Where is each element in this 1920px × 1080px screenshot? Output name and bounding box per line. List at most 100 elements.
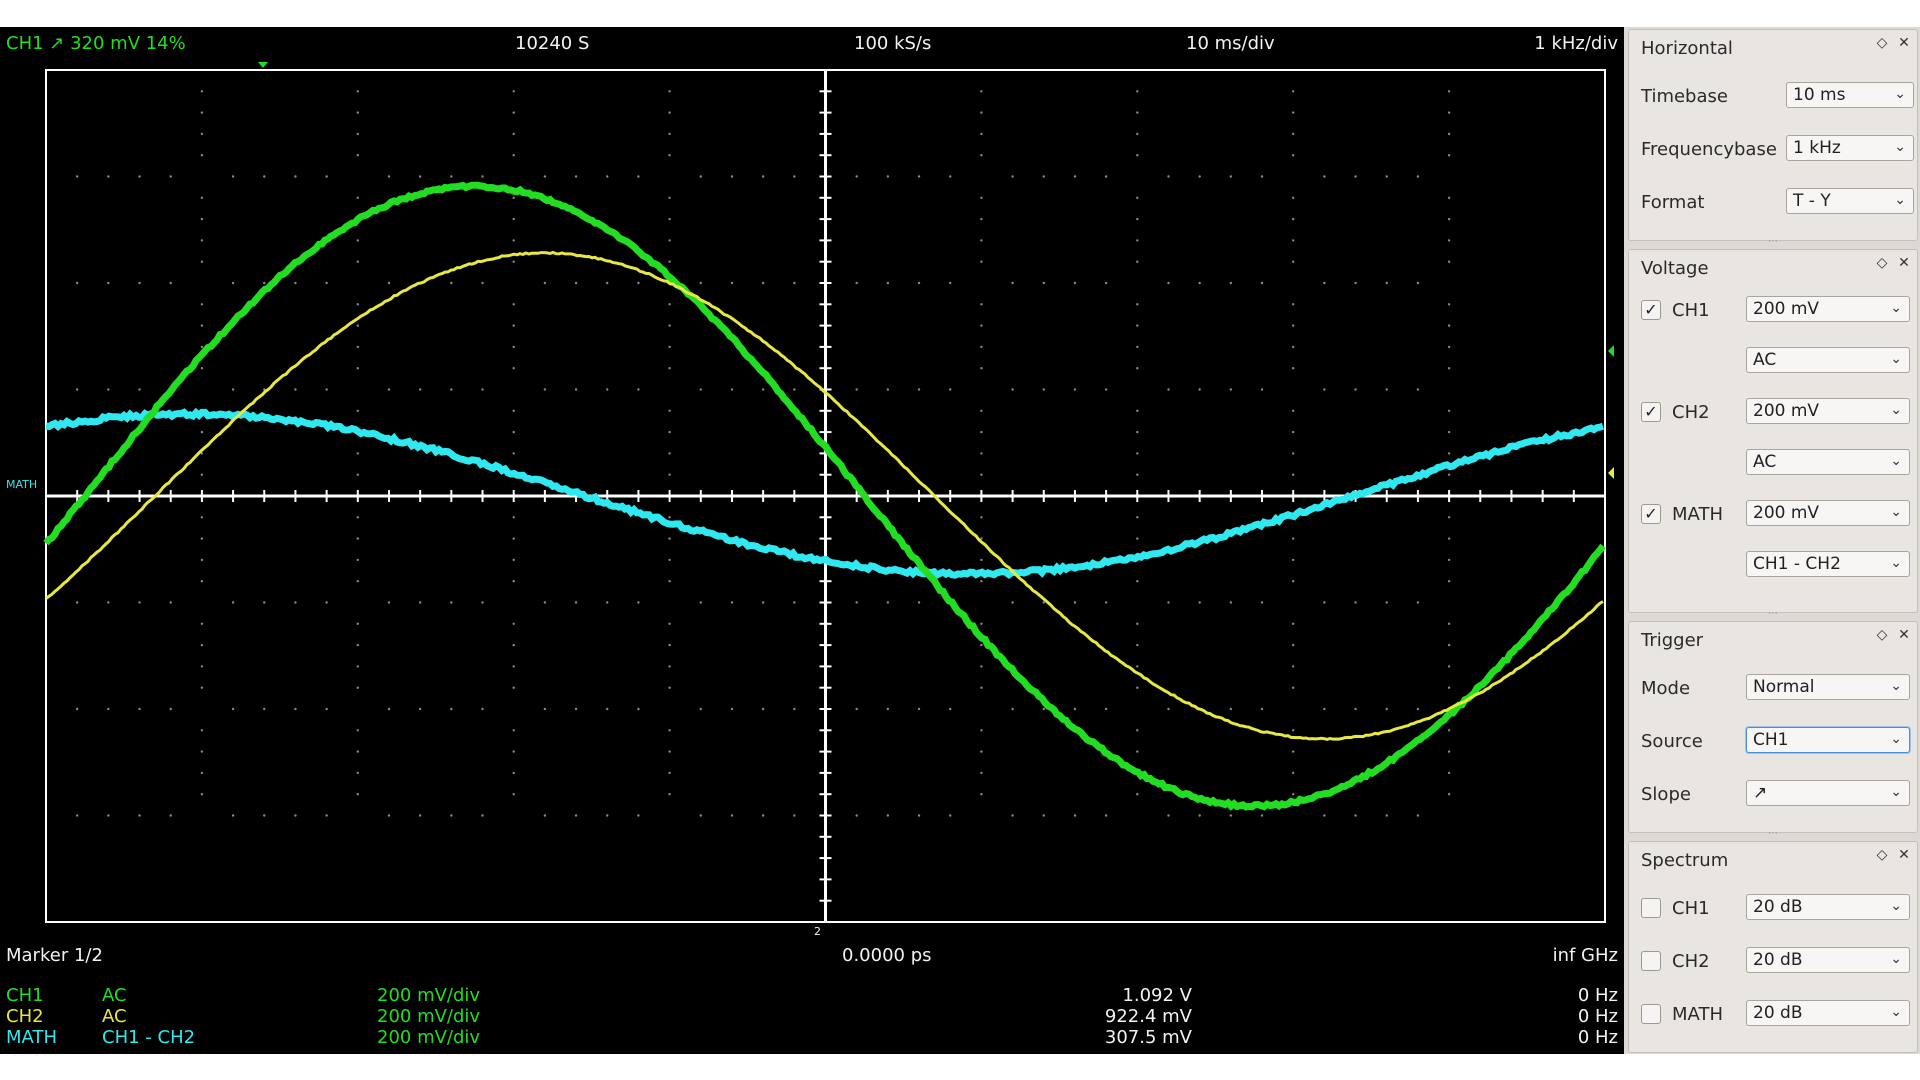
- grid-dot: [1448, 410, 1450, 412]
- grid-dot: [1136, 687, 1138, 689]
- grid-dot: [450, 601, 452, 603]
- close-icon[interactable]: ✕: [1895, 255, 1913, 271]
- grid-dot: [1292, 218, 1294, 220]
- close-icon[interactable]: ✕: [1895, 35, 1913, 51]
- grid-dot: [170, 708, 172, 710]
- spectrum-title: Spectrum: [1641, 850, 1728, 871]
- grid-dot: [1292, 90, 1294, 92]
- spectrum-ch2-checkbox[interactable]: [1641, 951, 1661, 971]
- timebase-select[interactable]: 10 ms ⌄: [1786, 82, 1914, 108]
- grid-dot: [668, 303, 670, 305]
- grid-dot: [980, 324, 982, 326]
- grid-dot: [263, 601, 265, 603]
- grid-dot: [980, 367, 982, 369]
- math-gain-select[interactable]: 200 mV ⌄: [1746, 500, 1910, 526]
- oscilloscope-display[interactable]: CH1 ↗ 320 mV 14% 10240 S 100 kS/s 10 ms/…: [0, 27, 1624, 1054]
- grid-dot: [232, 388, 234, 390]
- grid-dot: [201, 474, 203, 476]
- float-icon[interactable]: ◇: [1873, 847, 1891, 863]
- grid-dot: [357, 346, 359, 348]
- spectrum-math-checkbox[interactable]: [1641, 1004, 1661, 1024]
- grid-dot: [76, 388, 78, 390]
- float-icon[interactable]: ◇: [1873, 627, 1891, 643]
- grid-dot: [1292, 623, 1294, 625]
- grid-dot: [980, 623, 982, 625]
- grid-dot: [201, 218, 203, 220]
- ch1-coupling-select[interactable]: AC ⌄: [1746, 347, 1910, 373]
- ch2-coupling-select[interactable]: AC ⌄: [1746, 449, 1910, 475]
- grid-dot: [481, 282, 483, 284]
- grid-dot: [1354, 814, 1356, 816]
- grid-dot: [887, 388, 889, 390]
- grid-dot: [980, 197, 982, 199]
- grid-dot: [793, 601, 795, 603]
- grid-dot: [1292, 431, 1294, 433]
- ch1-enable-checkbox[interactable]: ✓: [1641, 300, 1661, 320]
- grid-dot: [513, 580, 515, 582]
- grid-dot: [1043, 388, 1045, 390]
- grid-dot: [980, 580, 982, 582]
- grid-dot: [793, 708, 795, 710]
- math-mode-select[interactable]: CH1 - CH2 ⌄: [1746, 551, 1910, 577]
- close-icon[interactable]: ✕: [1895, 847, 1913, 863]
- math-enable-checkbox[interactable]: ✓: [1641, 504, 1661, 524]
- grid-dot: [1323, 708, 1325, 710]
- grid-dot: [544, 814, 546, 816]
- grid-dot: [357, 750, 359, 752]
- grid-dot: [1323, 601, 1325, 603]
- close-icon[interactable]: ✕: [1895, 627, 1913, 643]
- ch2-enable-checkbox[interactable]: ✓: [1641, 402, 1661, 422]
- grid-dot: [637, 282, 639, 284]
- grid-dot: [1105, 175, 1107, 177]
- waveform-plot[interactable]: [0, 27, 1624, 1054]
- grid-dot: [1198, 388, 1200, 390]
- grid-dot: [201, 111, 203, 113]
- grid-dot: [980, 133, 982, 135]
- grid-dot: [107, 601, 109, 603]
- grid-dot: [513, 537, 515, 539]
- grid-dot: [1261, 282, 1263, 284]
- frequencybase-label: Frequencybase: [1641, 139, 1777, 160]
- grid-dot: [1448, 303, 1450, 305]
- grid-dot: [606, 388, 608, 390]
- grid-dot: [1011, 814, 1013, 816]
- float-icon[interactable]: ◇: [1873, 35, 1891, 51]
- info-ch1-coupling: AC: [102, 985, 127, 1006]
- grid-dot: [1136, 90, 1138, 92]
- trigger-mode-select[interactable]: Normal ⌄: [1746, 674, 1910, 700]
- grid-dot: [76, 175, 78, 177]
- grid-dot: [668, 367, 670, 369]
- spectrum-ch1-checkbox[interactable]: [1641, 898, 1661, 918]
- timebase-value: 10 ms: [1793, 85, 1845, 105]
- float-icon[interactable]: ◇: [1873, 255, 1891, 271]
- grid-dot: [357, 452, 359, 454]
- grid-dot: [1292, 559, 1294, 561]
- trigger-slope-select[interactable]: ↗ ⌄: [1746, 780, 1910, 806]
- grid-dot: [668, 750, 670, 752]
- spectrum-ch2-select[interactable]: 20 dB ⌄: [1746, 947, 1910, 973]
- spectrum-ch1-select[interactable]: 20 dB ⌄: [1746, 894, 1910, 920]
- grid-dot: [1386, 814, 1388, 816]
- grid-dot: [793, 388, 795, 390]
- format-select[interactable]: T - Y ⌄: [1786, 188, 1914, 214]
- frequencybase-select[interactable]: 1 kHz ⌄: [1786, 135, 1914, 161]
- ch2-gain-select[interactable]: 200 mV ⌄: [1746, 398, 1910, 424]
- grid-dot: [107, 388, 109, 390]
- chevron-down-icon: ⌄: [1890, 951, 1902, 967]
- spectrum-math-select[interactable]: 20 dB ⌄: [1746, 1000, 1910, 1026]
- spectrum-math-label: MATH: [1672, 1004, 1723, 1025]
- ch1-gain-select[interactable]: 200 mV ⌄: [1746, 296, 1910, 322]
- grid-dot: [700, 708, 702, 710]
- panel-resize-grip[interactable]: ⋯: [1766, 608, 1780, 619]
- grid-dot: [668, 623, 670, 625]
- grid-dot: [1292, 793, 1294, 795]
- panel-resize-grip[interactable]: ⋯: [1766, 236, 1780, 247]
- grid-dot: [513, 154, 515, 156]
- panel-resize-grip[interactable]: ⋯: [1766, 828, 1780, 839]
- grid-dot: [357, 90, 359, 92]
- trigger-source-select[interactable]: CH1 ⌄: [1746, 727, 1910, 753]
- grid-dot: [138, 282, 140, 284]
- grid-dot: [294, 708, 296, 710]
- grid-dot: [887, 282, 889, 284]
- grid-dot: [201, 772, 203, 774]
